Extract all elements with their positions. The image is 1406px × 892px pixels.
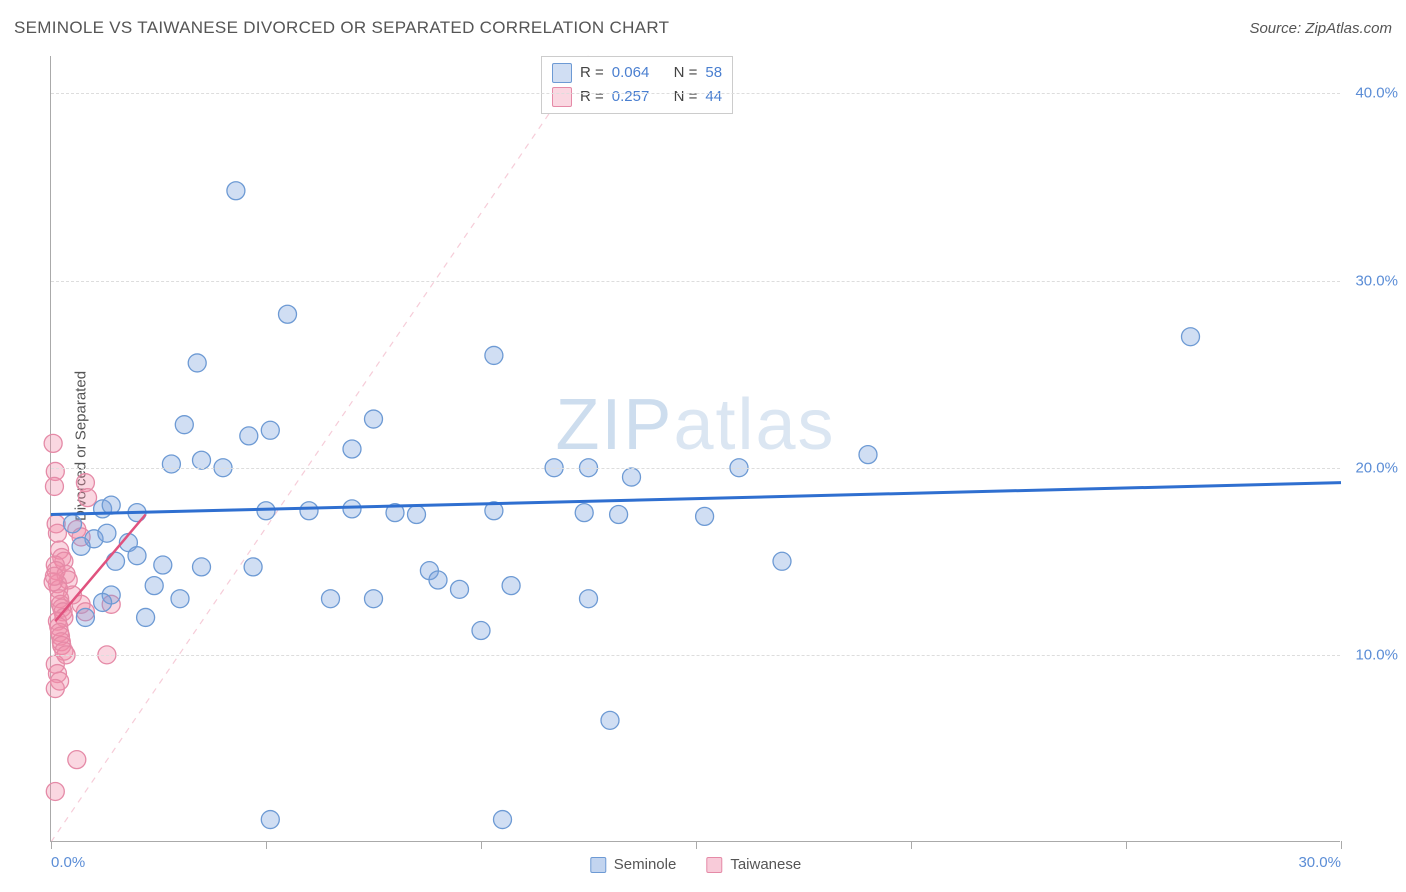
data-point <box>45 477 63 495</box>
data-point <box>44 434 62 452</box>
data-point <box>623 468 641 486</box>
series-legend: Seminole Taiwanese <box>590 856 801 873</box>
data-point <box>580 590 598 608</box>
y-tick-label: 10.0% <box>1344 646 1398 663</box>
data-point <box>244 558 262 576</box>
data-point <box>240 427 258 445</box>
data-point <box>485 346 503 364</box>
data-point <box>365 410 383 428</box>
data-point <box>154 556 172 574</box>
data-point <box>128 547 146 565</box>
gridline <box>51 281 1340 282</box>
chart-title: SEMINOLE VS TAIWANESE DIVORCED OR SEPARA… <box>14 18 669 38</box>
data-point <box>227 182 245 200</box>
data-point <box>68 751 86 769</box>
data-point <box>451 580 469 598</box>
stats-legend: R = 0.064 N = 58 R = 0.257 N = 44 <box>541 56 733 114</box>
data-point <box>502 577 520 595</box>
data-point <box>408 506 426 524</box>
gridline <box>51 468 1340 469</box>
data-point <box>696 507 714 525</box>
chart-svg <box>51 56 1340 841</box>
data-point <box>859 446 877 464</box>
data-point <box>610 506 628 524</box>
legend-item-taiwanese: Taiwanese <box>706 856 801 873</box>
data-point <box>773 552 791 570</box>
data-point <box>1182 328 1200 346</box>
plot-area: ZIPatlas R = 0.064 N = 58 R = 0.257 N = … <box>50 56 1340 842</box>
data-point <box>322 590 340 608</box>
data-point <box>261 811 279 829</box>
data-point <box>145 577 163 595</box>
data-point <box>575 504 593 522</box>
data-point <box>46 782 64 800</box>
swatch-seminole <box>552 63 572 83</box>
data-point <box>72 537 90 555</box>
x-tick <box>266 841 267 849</box>
gridline <box>51 655 1340 656</box>
data-point <box>46 680 64 698</box>
data-point <box>107 552 125 570</box>
swatch-seminole-sm <box>590 857 606 873</box>
data-point <box>494 811 512 829</box>
data-point <box>79 489 97 507</box>
stats-row-taiwanese: R = 0.257 N = 44 <box>552 85 722 109</box>
x-tick <box>51 841 52 849</box>
data-point <box>601 711 619 729</box>
stats-row-seminole: R = 0.064 N = 58 <box>552 61 722 85</box>
data-point <box>76 608 94 626</box>
data-point <box>193 451 211 469</box>
data-point <box>300 502 318 520</box>
x-tick <box>696 841 697 849</box>
x-tick-label: 30.0% <box>1298 854 1341 871</box>
data-point <box>279 305 297 323</box>
gridline <box>51 93 1340 94</box>
data-point <box>137 608 155 626</box>
x-tick <box>1126 841 1127 849</box>
data-point <box>94 593 112 611</box>
data-point <box>343 440 361 458</box>
data-point <box>98 524 116 542</box>
y-tick-label: 30.0% <box>1344 272 1398 289</box>
x-tick <box>481 841 482 849</box>
data-point <box>472 622 490 640</box>
data-point <box>45 567 63 585</box>
swatch-taiwanese <box>552 87 572 107</box>
data-point <box>343 500 361 518</box>
data-point <box>429 571 447 589</box>
legend-item-seminole: Seminole <box>590 856 677 873</box>
swatch-taiwanese-sm <box>706 857 722 873</box>
data-point <box>175 416 193 434</box>
data-point <box>162 455 180 473</box>
x-tick-label: 0.0% <box>51 854 85 871</box>
data-point <box>64 515 82 533</box>
y-tick-label: 40.0% <box>1344 85 1398 102</box>
chart-source: Source: ZipAtlas.com <box>1249 20 1392 37</box>
chart-header: SEMINOLE VS TAIWANESE DIVORCED OR SEPARA… <box>14 18 1392 38</box>
y-tick-label: 20.0% <box>1344 459 1398 476</box>
data-point <box>365 590 383 608</box>
data-point <box>188 354 206 372</box>
x-tick <box>1341 841 1342 849</box>
data-point <box>261 421 279 439</box>
data-point <box>193 558 211 576</box>
data-point <box>171 590 189 608</box>
x-tick <box>911 841 912 849</box>
